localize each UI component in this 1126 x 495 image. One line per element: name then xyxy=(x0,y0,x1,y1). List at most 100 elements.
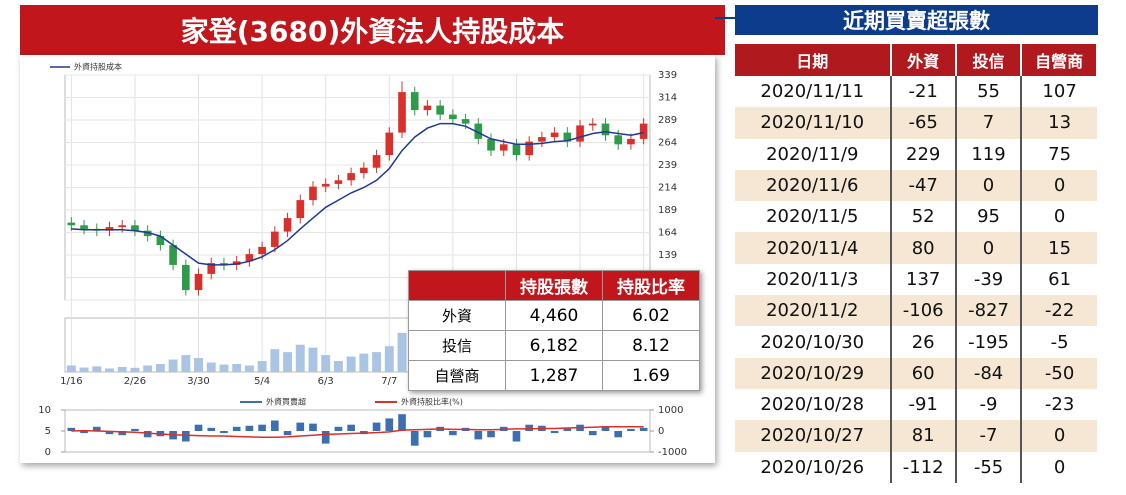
x-tick-label: 3/30 xyxy=(187,376,209,387)
candle-body xyxy=(538,137,546,142)
row: 2020/11/3 137 -39 61 xyxy=(735,263,1097,296)
cell: 2020/11/2 xyxy=(735,295,892,327)
cell: 0 xyxy=(1021,420,1097,452)
header-cell: 日期 xyxy=(735,44,892,76)
cell: 15 xyxy=(1021,232,1097,264)
cell: 61 xyxy=(1048,268,1072,290)
candle-body xyxy=(169,245,177,265)
volume-bar xyxy=(194,358,203,372)
x-tick-label: 7/7 xyxy=(381,376,397,387)
header-cell: 自營商 xyxy=(1021,44,1098,76)
net-buy-bar xyxy=(143,431,152,438)
cell: 投信 xyxy=(408,330,506,361)
candle-body xyxy=(194,273,203,291)
y-tick-label: 214 xyxy=(658,183,677,194)
cell: -21 xyxy=(890,76,957,108)
cell: 1.69 xyxy=(602,360,700,391)
net-buy-bar xyxy=(321,431,330,444)
cell: 2020/10/27 xyxy=(735,420,892,452)
header-cell: 持股張數 xyxy=(505,270,603,301)
row: 2020/10/26 -112 -55 0 xyxy=(735,451,1097,483)
volume-bar xyxy=(181,355,191,372)
y-tick-label: 289 xyxy=(658,115,677,126)
y-tick-label: 164 xyxy=(658,228,677,239)
chart: 1/162/263/305/46/37/78/69/710/1211/11891… xyxy=(38,62,690,459)
x-tick-label: 5/4 xyxy=(254,376,270,387)
cell: -47 xyxy=(890,169,957,202)
header-cell: 持股比率 xyxy=(602,270,700,301)
cell: 55 xyxy=(955,76,1023,108)
row: 2020/10/30 26 -195 -5 xyxy=(735,326,1097,358)
header-cell: 外資 xyxy=(890,44,957,76)
net-buy-bar xyxy=(220,431,228,434)
net-buy-bar xyxy=(105,431,114,435)
cell: -65 xyxy=(890,107,957,139)
candle-body xyxy=(258,246,266,255)
cell: 2020/10/28 xyxy=(735,388,892,421)
volume-bar xyxy=(155,363,165,372)
y-tick-label: 5 xyxy=(45,426,51,437)
candle-body xyxy=(347,173,355,181)
cell: 7 xyxy=(955,107,1023,139)
candle-body xyxy=(220,263,228,265)
net-buy-bar xyxy=(296,422,305,431)
net-buy-bar xyxy=(372,422,381,431)
row: 2020/10/28 -91 -9 -23 xyxy=(735,388,1097,421)
candle-body xyxy=(321,183,330,187)
candle-body xyxy=(436,105,444,115)
cell: -106 xyxy=(890,295,957,327)
candle-body xyxy=(461,119,470,124)
candle-body xyxy=(296,200,305,219)
holdings-table: 持股張數 持股比率 外資 4,460 6.02 投信 6,182 8.12 自營商 1,287 1.… xyxy=(408,270,700,391)
candle-body xyxy=(80,225,88,229)
net-buy-bar xyxy=(182,431,190,442)
volume-bar xyxy=(372,352,382,372)
cell: 81 xyxy=(890,420,957,452)
cell: -9 xyxy=(955,388,1023,421)
y-tick-label: 239 xyxy=(658,160,677,171)
cell: 80 xyxy=(890,232,957,264)
trades-table: 日期 外資 投信 自營商 2020/11/11 -21 55 107 2020/11/10 -65… xyxy=(735,44,1098,483)
candle-body xyxy=(601,123,610,136)
candle-body xyxy=(576,125,584,142)
candle-body xyxy=(627,138,635,145)
candle-body xyxy=(398,92,406,133)
header-row: 日期 外資 投信 自營商 xyxy=(735,44,1098,76)
cell: 2020/10/29 xyxy=(735,357,892,389)
volume-bar xyxy=(66,365,76,372)
cell: 75 xyxy=(1048,143,1072,165)
cell: 2020/10/26 xyxy=(735,451,892,483)
cell: 0 xyxy=(955,169,1023,202)
net-buy-bar xyxy=(449,431,457,436)
volume-bar xyxy=(244,365,254,372)
row: 2020/11/10 -65 7 13 xyxy=(735,107,1097,139)
y-tick-label: 139 xyxy=(658,250,677,261)
y-tick-label: 189 xyxy=(658,205,677,216)
cell: 2020/11/4 xyxy=(735,232,892,264)
volume-bar xyxy=(232,363,242,372)
candle-body xyxy=(639,123,648,139)
cell: 2020/11/5 xyxy=(735,201,892,233)
row: 2020/11/5 52 95 0 xyxy=(735,201,1097,233)
cell: 8.12 xyxy=(602,330,700,361)
cell: 26 xyxy=(890,326,957,358)
volume-bar xyxy=(105,368,114,372)
y-tick-label: 339 xyxy=(658,70,677,81)
net-buy-bar xyxy=(487,431,495,438)
net-buy-bar xyxy=(398,414,406,431)
volume-bar xyxy=(92,366,102,372)
candle-body xyxy=(423,105,432,111)
cell: 95 xyxy=(955,201,1023,233)
candle-body xyxy=(360,167,368,174)
header-cell: 投信 xyxy=(955,44,1023,76)
title: 家登(3680)外資法人持股成本 xyxy=(20,5,725,55)
cell: 0 xyxy=(1053,456,1066,478)
volume-bar xyxy=(308,347,318,372)
candle-body xyxy=(410,92,419,111)
y2-tick-label: 1000 xyxy=(658,405,683,416)
candle-body xyxy=(499,144,508,151)
net-buy-bar xyxy=(92,426,101,431)
cell: -22 xyxy=(1021,295,1097,327)
candle-body xyxy=(156,236,165,246)
row: 2020/10/27 81 -7 0 xyxy=(735,420,1097,452)
